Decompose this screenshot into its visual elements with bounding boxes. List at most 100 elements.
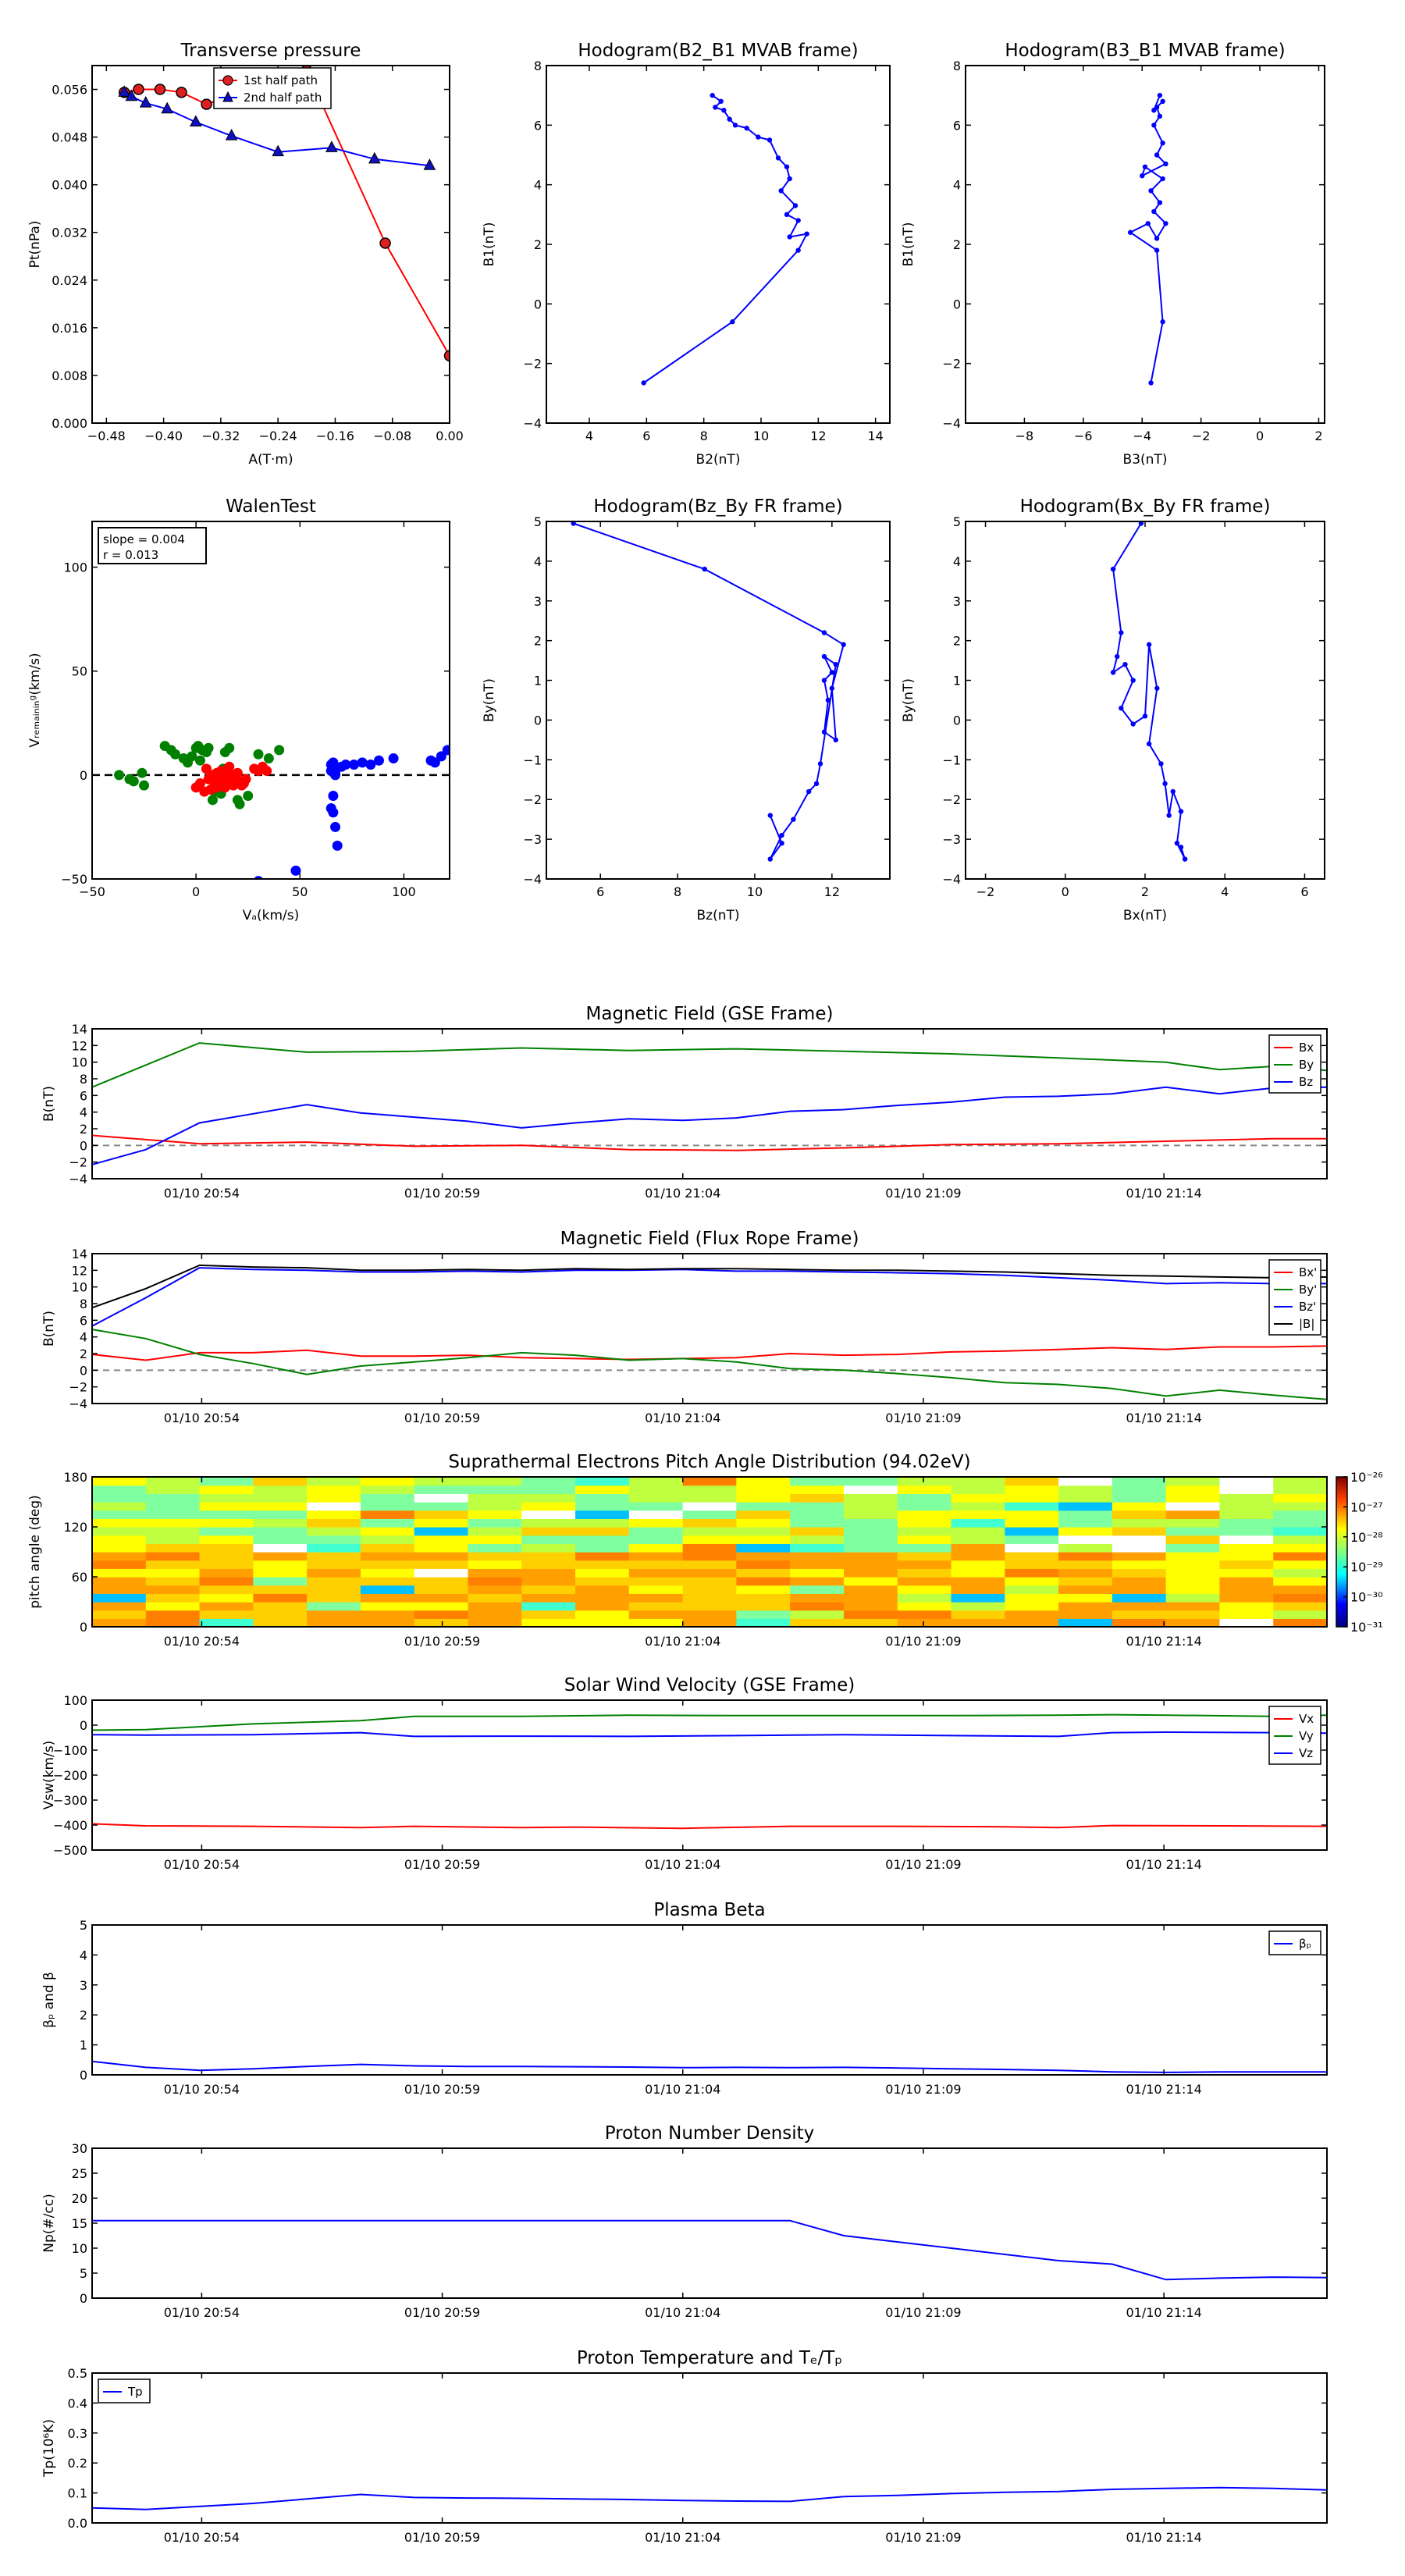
vsw-panel: −500 −400 −300 −200 −100 0 100 01/10 20:54 01/10…	[41, 1675, 1328, 1872]
data-point	[234, 799, 245, 809]
heatmap-cell	[951, 1610, 1005, 1619]
heatmap-cell	[575, 1527, 630, 1536]
data-point	[187, 751, 197, 762]
y-tick-label: 0	[953, 713, 961, 728]
heatmap-cell	[468, 1527, 522, 1536]
data-point	[388, 753, 399, 764]
y-tick-label: −2	[69, 1380, 87, 1395]
heatmap-cell	[575, 1485, 630, 1494]
heatmap-cell	[1005, 1568, 1059, 1578]
heatmap-cell	[414, 1618, 469, 1627]
heatmap-cell	[145, 1502, 201, 1511]
heatmap-cell	[1219, 1502, 1274, 1511]
heatmap-cell	[628, 1618, 684, 1627]
heatmap-cell	[1219, 1560, 1274, 1569]
heatmap-cell	[521, 1502, 576, 1511]
heatmap-cell	[1112, 1502, 1167, 1511]
x-tick-label: 01/10 21:04	[645, 2305, 720, 2320]
legend-label: Tp	[127, 2385, 143, 2399]
x-tick-label: 0	[1256, 429, 1264, 443]
heatmap-cell	[843, 1610, 898, 1619]
data-point	[205, 785, 216, 795]
data-point	[224, 761, 235, 772]
y-tick-label: 4	[953, 178, 961, 193]
y-tick-label: 4	[534, 178, 542, 193]
data-point	[429, 757, 440, 768]
heatmap-cell	[145, 1568, 201, 1578]
heatmap-cell	[253, 1593, 308, 1603]
heatmap-cell	[1273, 1502, 1327, 1511]
data-point	[201, 763, 212, 774]
y-tick-label: −2	[523, 792, 542, 807]
y-tick-label: −2	[69, 1155, 87, 1170]
heatmap-cell	[628, 1560, 684, 1569]
heatmap-cell	[790, 1510, 845, 1519]
series-line-0	[1112, 522, 1186, 860]
data-point	[1160, 98, 1165, 104]
y-axis-label: Np(#/cc)	[41, 2194, 57, 2252]
x-tick-label: −2	[976, 884, 995, 899]
heatmap-cell	[843, 1568, 898, 1578]
data-point	[1151, 108, 1157, 113]
x-tick-label: −0.40	[144, 429, 183, 443]
chart-title: Plasma Beta	[653, 1900, 765, 1920]
heatmap-cell	[521, 1618, 576, 1627]
y-tick-label: 0	[80, 2291, 87, 2306]
x-tick-label: 50	[292, 884, 308, 899]
x-tick-label: 10	[747, 884, 763, 899]
data-point	[330, 821, 341, 832]
chart-title: Transverse pressure	[180, 41, 361, 61]
y-tick-label: 5	[80, 1918, 87, 1933]
heatmap-cell	[468, 1510, 522, 1519]
y-tick-label: 2	[80, 1347, 87, 1361]
y-tick-label: 2	[953, 237, 961, 252]
series-line-0	[573, 522, 845, 860]
heatmap-cell	[1112, 1535, 1167, 1544]
x-tick-label: 01/10 20:54	[164, 1857, 240, 1872]
heatmap-cell	[199, 1543, 254, 1553]
x-tick-label: 01/10 21:14	[1126, 2530, 1201, 2545]
data-point	[641, 380, 646, 386]
x-tick-label: 01/10 20:54	[164, 2082, 240, 2097]
y-tick-label: −100	[53, 1743, 87, 1758]
x-tick-label: 12	[810, 429, 826, 443]
y-axis-label: Vsw(km/s)	[41, 1741, 57, 1810]
heatmap-cell	[360, 1577, 415, 1586]
y-tick-label: −50	[61, 872, 87, 887]
y-tick-label: 2	[80, 1122, 87, 1137]
x-tick-label: 01/10 21:04	[645, 2530, 720, 2545]
y-tick-label: 5	[534, 514, 542, 529]
x-tick-label: 01/10 21:04	[645, 1411, 720, 1425]
heatmap-cell	[360, 1568, 415, 1578]
heatmap-cell	[575, 1552, 630, 1561]
y-tick-label: 10	[72, 1280, 87, 1295]
heatmap-cell	[1112, 1493, 1167, 1503]
chart-title: Hodogram(Bz_By FR frame)	[593, 496, 842, 517]
heatmap-cell	[92, 1518, 147, 1528]
heatmap-cell	[92, 1577, 147, 1586]
y-axis-label: Tp(10⁶K)	[41, 2419, 57, 2478]
heatmap-cell	[92, 1618, 147, 1627]
data-point	[1160, 141, 1165, 146]
data-point	[718, 98, 724, 104]
heatmap-cell	[575, 1477, 630, 1486]
heatmap-cell	[1273, 1552, 1327, 1561]
heatmap-cell	[199, 1493, 254, 1503]
heatmap-cell	[1058, 1535, 1113, 1544]
data-point	[263, 753, 274, 764]
heatmap-cell	[575, 1568, 630, 1578]
heatmap-cell	[253, 1568, 308, 1578]
x-tick-label: 4	[1221, 884, 1229, 899]
heatmap-cell	[951, 1543, 1005, 1553]
y-tick-label: 0	[80, 1718, 87, 1733]
y-tick-label: −400	[53, 1818, 87, 1833]
axes-frame	[91, 2147, 1328, 2299]
heatmap-cell	[145, 1618, 201, 1627]
heatmap-cell	[736, 1535, 791, 1544]
beta-panel: 0 1 2 3 4 5 01/10 20:54 01/10 20:59 01/10 21:04 0…	[41, 1900, 1328, 2097]
data-point	[756, 134, 761, 140]
temp-panel: 0.0 0.1 0.2 0.3 0.4 0.5 01/10 20:54 01/10 20:59…	[41, 2348, 1328, 2545]
data-point	[125, 89, 138, 101]
heatmap-cell	[414, 1518, 469, 1528]
heatmap-cell	[199, 1552, 254, 1561]
